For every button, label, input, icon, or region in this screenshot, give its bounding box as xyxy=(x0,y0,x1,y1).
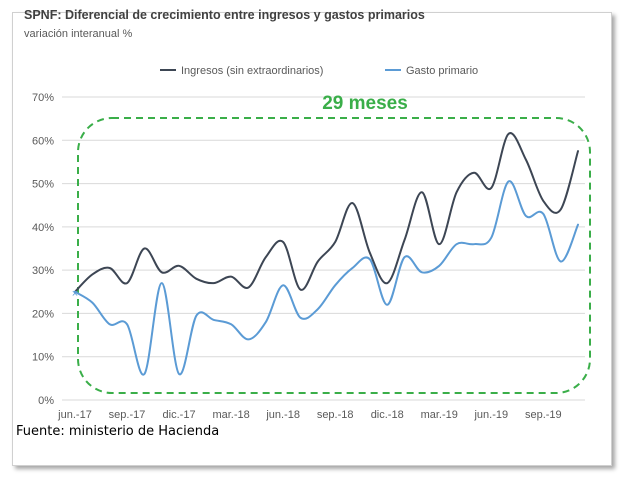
series-line-gasto xyxy=(74,180,579,376)
y-tick-label: 20% xyxy=(32,308,54,320)
x-tick-label: dic.-18 xyxy=(371,409,404,421)
gridlines xyxy=(62,96,585,401)
x-tick-label: jun.-17 xyxy=(57,409,92,421)
x-tick-label: sep.-18 xyxy=(317,409,354,421)
x-tick-label: sep.-17 xyxy=(109,409,146,421)
x-tick-label: sep.-19 xyxy=(525,409,562,421)
chart-subtitle: variación interanual % xyxy=(24,28,133,40)
crossing-marker: × xyxy=(72,288,78,300)
chart-title: SPNF: Diferencial de crecimiento entre i… xyxy=(24,8,425,22)
series-line-ingresos xyxy=(74,132,579,293)
x-tick-label: mar.-18 xyxy=(212,409,249,421)
x-tick-label: jun.-19 xyxy=(473,409,508,421)
y-tick-label: 60% xyxy=(32,135,54,147)
legend-label-gasto: Gasto primario xyxy=(406,65,478,77)
series-lines xyxy=(74,132,579,376)
annotation-label: 29 meses xyxy=(322,93,408,114)
source-note: Fuente: ministerio de Hacienda xyxy=(16,424,220,439)
annotation-dashed-box xyxy=(77,117,591,394)
y-tick-label: 40% xyxy=(32,222,54,234)
x-tick-label: dic.-17 xyxy=(163,409,196,421)
y-tick-label: 30% xyxy=(32,265,54,277)
y-tick-label: 0% xyxy=(38,395,54,407)
x-tick-labels: jun.-17 sep.-17 dic.-17 mar.-18 jun.-18 sep.-… xyxy=(57,409,561,421)
y-tick-labels: 0% 10% 20% 30% 40% 50% 60% 70% xyxy=(32,92,54,407)
y-tick-label: 50% xyxy=(32,179,54,191)
chart-frame xyxy=(12,12,612,466)
y-tick-label: 70% xyxy=(32,92,54,104)
legend-label-ingresos: Ingresos (sin extraordinarios) xyxy=(181,65,323,77)
y-tick-label: 10% xyxy=(32,352,54,364)
legend: Ingresos (sin extraordinarios) Gasto pri… xyxy=(160,65,478,77)
x-tick-label: mar.-19 xyxy=(421,409,458,421)
x-tick-label: jun.-18 xyxy=(265,409,300,421)
